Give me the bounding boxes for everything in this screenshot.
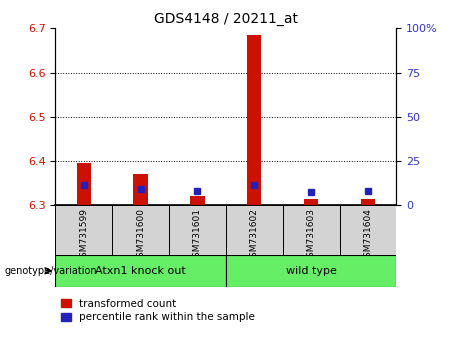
Legend: transformed count, percentile rank within the sample: transformed count, percentile rank withi… xyxy=(60,299,255,322)
Bar xyxy=(169,205,226,255)
Bar xyxy=(55,205,112,255)
Bar xyxy=(190,196,205,205)
Bar xyxy=(77,163,91,205)
Text: Atxn1 knock out: Atxn1 knock out xyxy=(95,266,186,276)
Text: wild type: wild type xyxy=(286,266,337,276)
Bar xyxy=(247,35,261,205)
Text: genotype/variation: genotype/variation xyxy=(5,266,97,276)
Bar xyxy=(361,199,375,205)
Bar xyxy=(112,205,169,255)
Text: GSM731602: GSM731602 xyxy=(250,208,259,263)
Text: GSM731601: GSM731601 xyxy=(193,208,202,263)
Bar xyxy=(304,199,318,205)
Bar xyxy=(226,205,283,255)
Text: GSM731604: GSM731604 xyxy=(364,208,372,263)
Text: GSM731603: GSM731603 xyxy=(307,208,316,263)
Bar xyxy=(55,255,226,287)
Bar xyxy=(340,205,396,255)
Title: GDS4148 / 20211_at: GDS4148 / 20211_at xyxy=(154,12,298,26)
Bar xyxy=(134,175,148,205)
Text: GSM731600: GSM731600 xyxy=(136,208,145,263)
Bar xyxy=(226,255,396,287)
Bar xyxy=(283,205,340,255)
Text: GSM731599: GSM731599 xyxy=(79,208,88,263)
